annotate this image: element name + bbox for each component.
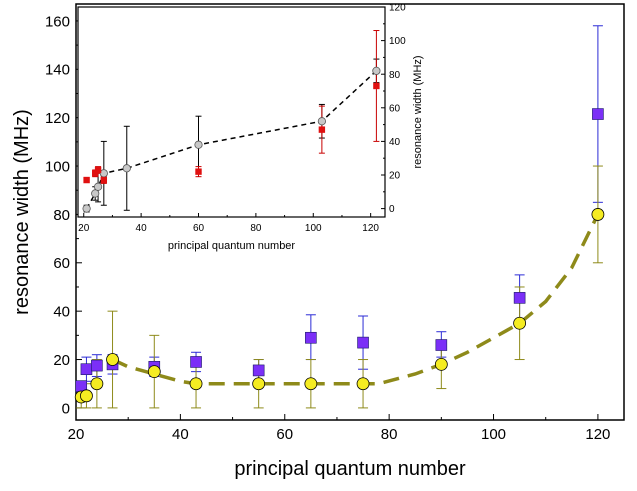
inset-chart: 20 40 60 80 100 120 0 20 40 60 80 100 120 principal q… <box>77 3 424 252</box>
inset-y-axis-label: resonance width (MHz) <box>412 55 424 168</box>
inset-square-point <box>100 176 108 184</box>
main-x-tick-label: 100 <box>481 426 506 443</box>
inset-y-tick-label: 20 <box>389 171 401 182</box>
main-circle-point <box>80 389 93 403</box>
inset-x-tick-label: 80 <box>250 223 262 234</box>
main-circle-point <box>591 208 605 221</box>
inset-plot-frame <box>77 6 386 218</box>
inset-y-tick-label: 80 <box>389 70 401 81</box>
main-square-point <box>513 292 526 304</box>
inset-circle-point <box>122 164 131 173</box>
inset-x-tick-label: 120 <box>362 223 379 234</box>
main-square-point <box>190 356 202 368</box>
main-square-point <box>357 336 369 349</box>
inset-y-tick-label: 120 <box>389 3 406 14</box>
main-fit-line <box>111 213 600 386</box>
main-square-point <box>305 331 317 344</box>
main-circle-point <box>356 377 370 391</box>
main-square-point <box>91 359 103 372</box>
main-y-tick-label: 40 <box>53 304 70 321</box>
main-y-tick-label: 80 <box>53 207 70 224</box>
main-circle-point <box>434 357 448 371</box>
main-x-tick-label: 40 <box>172 426 189 443</box>
inset-y-tick-label: 60 <box>389 103 401 114</box>
main-square-point <box>435 339 448 351</box>
main-circle-point <box>513 316 527 330</box>
inset-x-tick-label: 100 <box>305 223 322 234</box>
main-x-tick-label: 60 <box>276 426 293 443</box>
main-square-point <box>592 108 604 120</box>
main-x-tick-label: 80 <box>381 426 398 443</box>
main-y-tick-label: 60 <box>53 255 70 272</box>
main-y-tick-label: 140 <box>45 62 70 79</box>
main-x-tick-label: 20 <box>68 426 85 443</box>
main-square-point <box>252 364 265 377</box>
inset-x-tick-label: 20 <box>78 223 90 234</box>
inset-circle-point <box>91 189 100 198</box>
main-circle-point <box>189 377 203 391</box>
main-x-tick-label: 120 <box>585 426 610 443</box>
inset-square-point <box>195 168 202 175</box>
main-y-axis-label: resonance width (MHz) <box>11 109 33 315</box>
inset-circle-point <box>372 66 381 75</box>
inset-square-point <box>92 170 99 177</box>
main-y-tick-label: 0 <box>62 400 70 417</box>
main-circle-point <box>252 377 266 391</box>
main-y-tick-label: 160 <box>45 13 70 30</box>
inset-square-point <box>318 126 326 133</box>
main-circle-point <box>147 365 161 379</box>
main-circle-point <box>304 377 318 391</box>
inset-y-tick-label: 40 <box>389 137 401 148</box>
inset-square-point <box>94 166 102 174</box>
inset-y-tick-label: 100 <box>389 36 406 47</box>
inset-x-tick-label: 60 <box>193 223 205 234</box>
main-y-tick-label: 100 <box>45 158 70 175</box>
inset-x-axis-label: principal quantum number <box>168 240 296 252</box>
main-circle-point <box>90 377 104 391</box>
main-x-axis-label: principal quantum number <box>234 458 466 480</box>
inset-circle-point <box>93 182 103 191</box>
main-square-point <box>80 363 93 376</box>
inset-square-point <box>83 176 90 184</box>
inset-x-tick-label: 40 <box>136 223 148 234</box>
inset-circle-point <box>194 140 203 149</box>
main-y-tick-label: 20 <box>53 352 70 369</box>
inset-circle-point <box>82 204 91 213</box>
main-circle-point <box>106 353 119 366</box>
main-y-tick-label: 120 <box>45 110 70 127</box>
inset-square-point <box>373 82 380 90</box>
inset-circle-point <box>317 117 326 126</box>
inset-y-tick-label: 0 <box>389 204 395 215</box>
